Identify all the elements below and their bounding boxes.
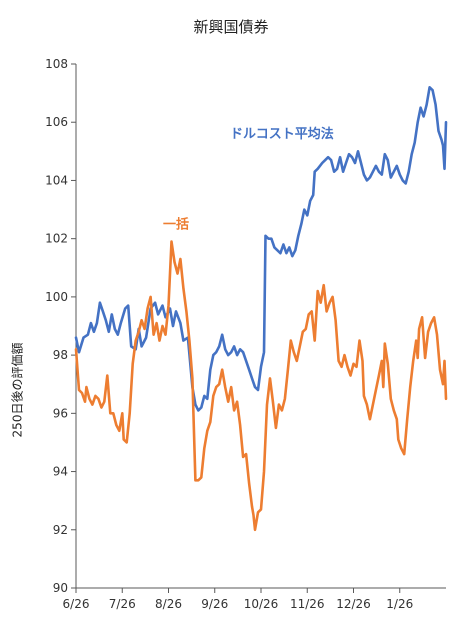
x-tick-label: 6/26 <box>63 597 90 611</box>
y-tick-label: 104 <box>45 173 68 187</box>
y-tick-label: 106 <box>45 115 68 129</box>
x-tick-label: 7/26 <box>109 597 136 611</box>
y-tick-label: 96 <box>53 406 68 420</box>
y-tick-label: 98 <box>53 348 68 362</box>
x-tick-label: 12/26 <box>336 597 371 611</box>
x-tick-label: 11/26 <box>290 597 325 611</box>
y-tick-label: 108 <box>45 57 68 71</box>
x-axis: 6/26 7/26 8/26 9/26 10/26 11/26 12/26 1/26 <box>63 587 446 611</box>
y-tick-label: 94 <box>53 465 68 479</box>
y-tick-label: 102 <box>45 232 68 246</box>
series-line-lump-sum <box>74 240 448 532</box>
y-tick-label: 92 <box>53 523 68 537</box>
series-line-dollar-cost-averaging <box>74 86 448 412</box>
x-tick-label: 8/26 <box>155 597 182 611</box>
y-axis: 90 92 94 96 98 100 102 104 106 108 <box>45 57 77 595</box>
series-lines <box>74 86 448 532</box>
annotation-dollar-cost-averaging: ドルコスト平均法 <box>230 126 334 142</box>
y-tick-label: 90 <box>53 581 68 595</box>
y-tick-label: 100 <box>45 290 68 304</box>
x-tick-label: 1/26 <box>386 597 413 611</box>
annotation-lump-sum: 一括 <box>163 216 189 232</box>
x-tick-label: 9/26 <box>201 597 228 611</box>
chart-title: 新興国債券 <box>193 18 269 36</box>
x-tick-label: 10/26 <box>244 597 279 611</box>
